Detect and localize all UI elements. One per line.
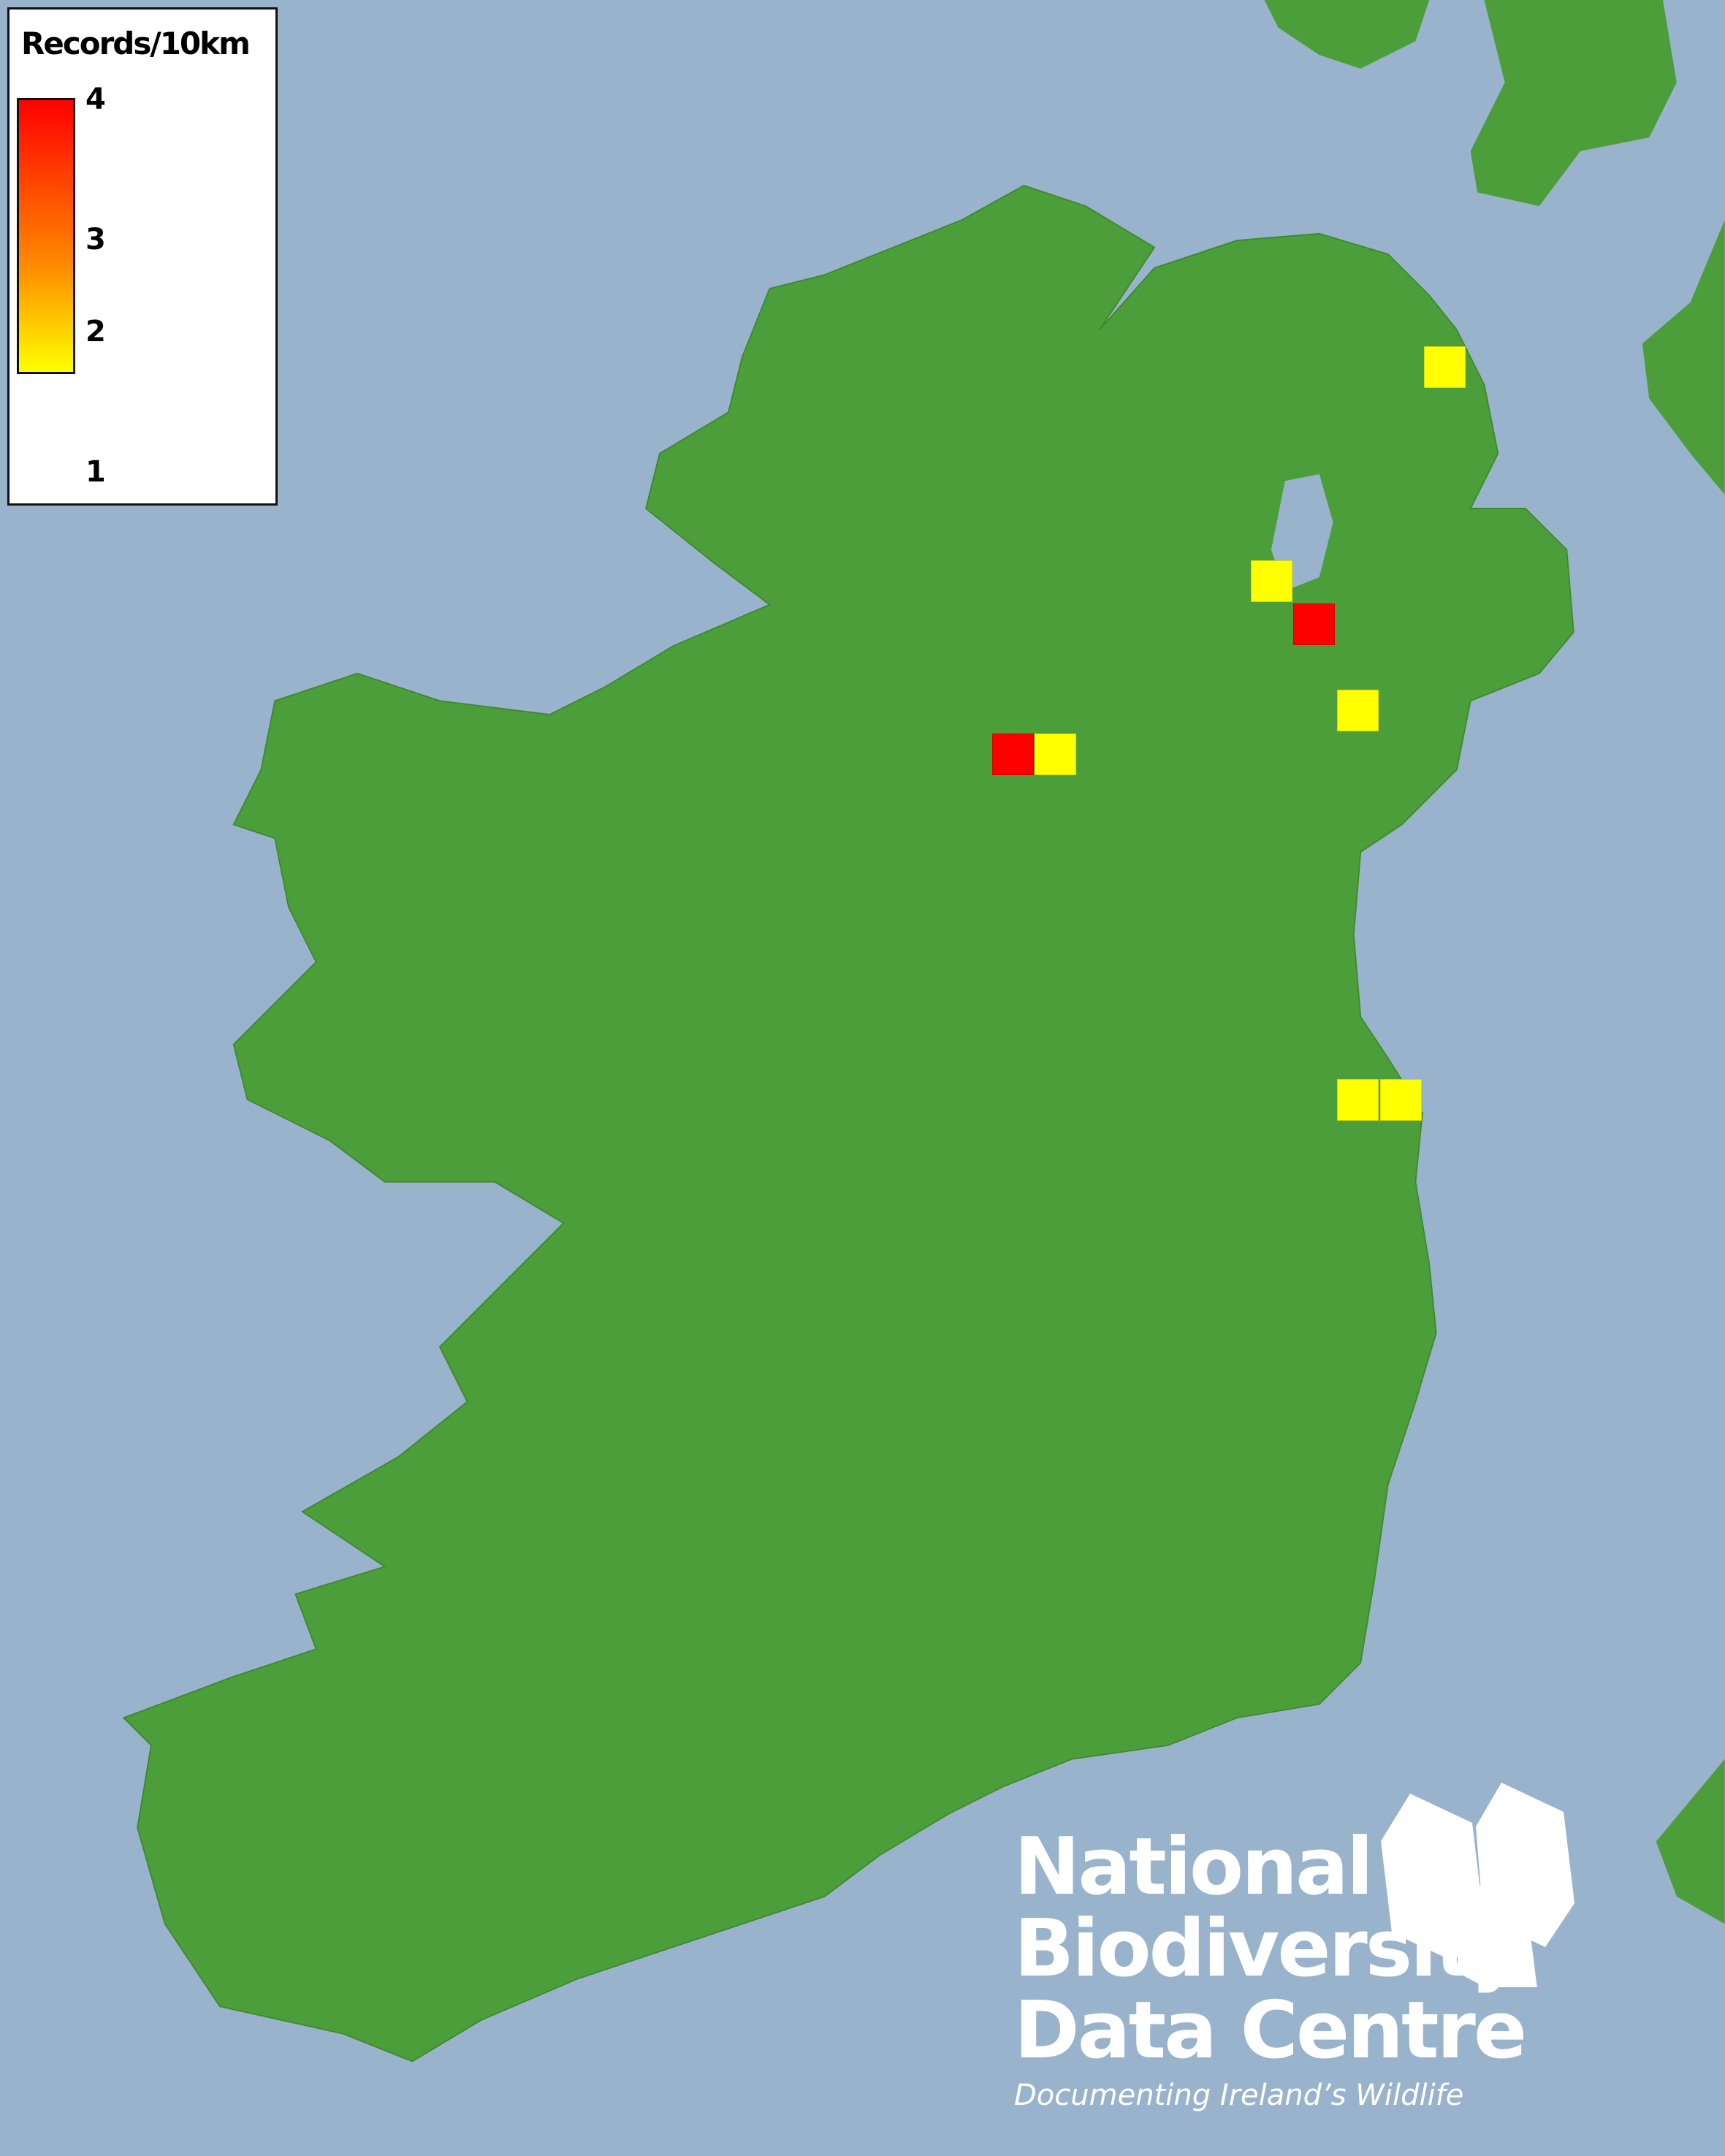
record-square [1337, 690, 1379, 731]
legend-tick-4: 4 [85, 83, 106, 116]
record-square [1293, 603, 1335, 645]
record-square [1251, 560, 1292, 602]
record-square [1424, 346, 1466, 388]
record-square [1337, 1079, 1379, 1121]
logo-hexagons-icon [1381, 1783, 1574, 1987]
record-square [1380, 1079, 1422, 1121]
logo-line-national: National [1014, 1821, 1374, 1913]
logo-tagline: Documenting Ireland’s Wildlife [1014, 2079, 1464, 2112]
legend-tick-3: 3 [85, 223, 106, 256]
legend: Records/10km 4 3 2 1 [7, 7, 278, 506]
logo: National Biodiversity Data Centre Docume… [1014, 1821, 1527, 2113]
scotland-kintyre [1470, 0, 1677, 207]
record-square [1035, 734, 1076, 775]
logo-line-biodiversity: Biodiversity [1014, 1903, 1522, 1995]
legend-title: Records/10km [21, 26, 251, 61]
record-square [992, 734, 1034, 775]
scotland-galloway [1642, 219, 1725, 495]
ireland-landmass [122, 184, 1574, 2062]
legend-tick-1: 1 [85, 455, 106, 489]
scotland-islay [1264, 0, 1430, 69]
color-ramp [17, 98, 75, 374]
legend-tick-2: 2 [85, 315, 106, 348]
wales-anglesey [1656, 1759, 1725, 1924]
logo-line-data-centre: Data Centre [1014, 1985, 1527, 2076]
